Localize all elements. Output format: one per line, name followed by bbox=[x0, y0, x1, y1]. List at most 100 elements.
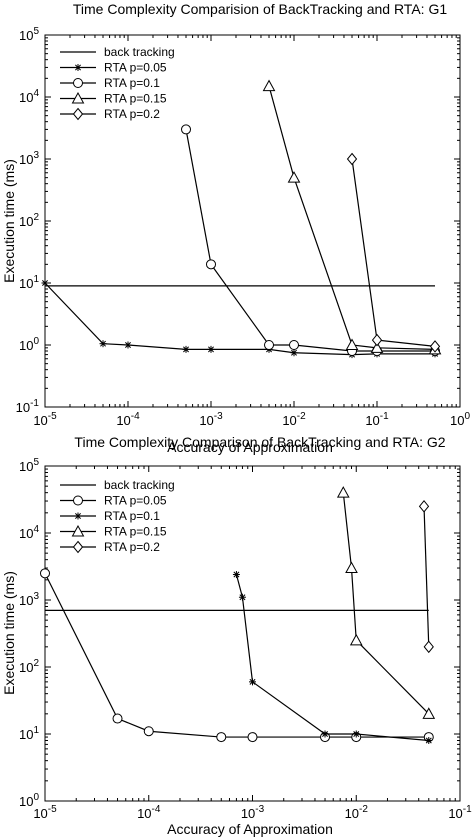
series-3-point-3 bbox=[370, 341, 384, 353]
chart-g1: Time Complexity Comparision of BackTrack… bbox=[1, 1, 470, 455]
series-4-point-1 bbox=[423, 640, 434, 654]
series-1-point-0 bbox=[41, 279, 49, 287]
series-1-point-2 bbox=[124, 341, 132, 349]
x-tick-label-3: 10-2 bbox=[282, 411, 306, 428]
y-tick-label-0: 10-1 bbox=[16, 398, 40, 415]
series-1-point-3 bbox=[182, 345, 190, 353]
series-3-point-3 bbox=[422, 707, 436, 719]
series-1-point-0 bbox=[40, 568, 50, 579]
series-1-point-6 bbox=[290, 349, 298, 357]
legend-item-2: RTA p=0.1 bbox=[60, 76, 160, 90]
y-tick-label-0: 100 bbox=[19, 792, 39, 809]
y-tick-label-5: 104 bbox=[19, 88, 39, 105]
series-4 bbox=[346, 152, 441, 353]
y-tick-label-2: 102 bbox=[19, 658, 39, 675]
chart-g1-x-ticks: 10-5 10-4 10-3 10-2 10-1 100 bbox=[33, 35, 470, 428]
y-tick-label-1: 100 bbox=[19, 336, 39, 353]
series-2-point-1 bbox=[238, 593, 246, 601]
legend-item-3: RTA p=0.15 bbox=[60, 92, 167, 106]
legend-label-4: RTA p=0.2 bbox=[104, 540, 160, 554]
chart-g2-y-axis-label: Execution time (ms) bbox=[1, 571, 17, 695]
series-2-point-2 bbox=[264, 340, 275, 350]
legend-label-3: RTA p=0.15 bbox=[104, 92, 167, 106]
series-1-point-1 bbox=[99, 340, 107, 348]
series-1-point-3 bbox=[216, 732, 227, 743]
series-4-line bbox=[423, 506, 430, 647]
chart-g2-title: Time Complexity Comparison of BackTracki… bbox=[74, 434, 445, 450]
series-2-point-4 bbox=[352, 730, 360, 738]
chart-g1-y-ticks: 10-1 100 101 102 103 104 105 bbox=[16, 26, 460, 415]
legend-item-1: RTA p=0.05 bbox=[60, 61, 167, 75]
legend-item-1: RTA p=0.05 bbox=[60, 494, 167, 508]
x-tick-label-2: 10-3 bbox=[199, 411, 223, 428]
series-3-point-2 bbox=[345, 338, 359, 350]
series-3-line bbox=[342, 492, 430, 715]
chart-g2-series bbox=[40, 486, 436, 744]
x-tick-label-3: 10-2 bbox=[345, 804, 369, 821]
series-3-point-0 bbox=[262, 79, 276, 92]
series-2 bbox=[181, 124, 441, 357]
legend-marker-1 bbox=[74, 64, 82, 71]
legend-marker-4 bbox=[72, 107, 84, 121]
y-tick-label-2: 101 bbox=[19, 274, 39, 291]
series-3-point-1 bbox=[287, 171, 301, 183]
legend-item-2: RTA p=0.1 bbox=[60, 509, 160, 523]
series-2-point-3 bbox=[289, 340, 299, 350]
chart-g1-series bbox=[41, 79, 442, 359]
legend-marker-2 bbox=[74, 512, 82, 520]
x-tick-label-0: 10-5 bbox=[33, 804, 57, 821]
series-2-point-5 bbox=[425, 736, 433, 744]
series-2-point-0 bbox=[232, 571, 240, 579]
y-tick-label-3: 102 bbox=[19, 212, 39, 229]
series-1-line bbox=[44, 573, 429, 738]
legend-item-4: RTA p=0.2 bbox=[60, 107, 160, 121]
series-3-point-2 bbox=[349, 633, 363, 646]
legend-label-1: RTA p=0.05 bbox=[104, 61, 167, 75]
series-4-point-1 bbox=[371, 333, 383, 347]
legend-label-0: back tracking bbox=[104, 478, 175, 492]
legend-label-2: RTA p=0.1 bbox=[104, 76, 160, 90]
series-2-point-2 bbox=[249, 678, 256, 686]
series-3 bbox=[262, 79, 442, 355]
series-4-point-2 bbox=[429, 340, 441, 353]
legend-label-1: RTA p=0.05 bbox=[104, 494, 167, 508]
chart-g2-x-ticks: 10-5 10-4 10-3 10-2 10-1 bbox=[33, 466, 472, 821]
legend-item-0: back tracking bbox=[60, 478, 175, 492]
legend-marker-1 bbox=[73, 495, 83, 506]
series-2-line bbox=[235, 574, 429, 742]
series-4-point-0 bbox=[346, 152, 358, 166]
series-1 bbox=[40, 568, 434, 743]
legend-marker-3 bbox=[71, 91, 85, 104]
chart-g1-y-axis-label: Execution time (ms) bbox=[1, 159, 17, 283]
chart-g1-title: Time Complexity Comparision of BackTrack… bbox=[73, 1, 447, 17]
legend-item-3: RTA p=0.15 bbox=[60, 525, 167, 539]
series-1-line bbox=[44, 282, 436, 356]
chart-g2-x-axis-label: Accuracy of Approximation bbox=[167, 821, 333, 837]
legend-item-0: back tracking bbox=[60, 45, 175, 59]
legend-label-2: RTA p=0.1 bbox=[104, 509, 160, 523]
y-tick-label-3: 103 bbox=[19, 591, 39, 608]
chart-g2-y-ticks: 100 101 102 103 104 105 bbox=[19, 457, 460, 809]
series-2-point-3 bbox=[321, 730, 329, 738]
series-4 bbox=[418, 500, 434, 654]
y-tick-label-6: 105 bbox=[19, 26, 39, 43]
series-4-point-0 bbox=[418, 500, 430, 513]
series-4-line bbox=[351, 158, 436, 347]
x-tick-label-0: 10-5 bbox=[33, 411, 57, 428]
legend-marker-2 bbox=[73, 78, 83, 88]
series-1-point-1 bbox=[112, 713, 123, 724]
series-1-point-4 bbox=[247, 732, 258, 743]
y-tick-label-5: 105 bbox=[19, 457, 39, 474]
legend-label-3: RTA p=0.15 bbox=[104, 525, 167, 539]
series-3-point-0 bbox=[336, 486, 350, 498]
x-tick-label-1: 10-4 bbox=[137, 804, 161, 821]
series-3 bbox=[336, 486, 436, 719]
legend-marker-3 bbox=[71, 524, 85, 537]
x-tick-label-4: 10-1 bbox=[448, 804, 472, 821]
legend-label-4: RTA p=0.2 bbox=[104, 107, 160, 121]
x-tick-label-1: 10-4 bbox=[116, 411, 140, 428]
legend-item-4: RTA p=0.2 bbox=[60, 540, 160, 554]
series-2 bbox=[232, 571, 433, 744]
chart-g2: Time Complexity Comparison of BackTracki… bbox=[1, 434, 472, 837]
legend-label-0: back tracking bbox=[104, 45, 175, 59]
